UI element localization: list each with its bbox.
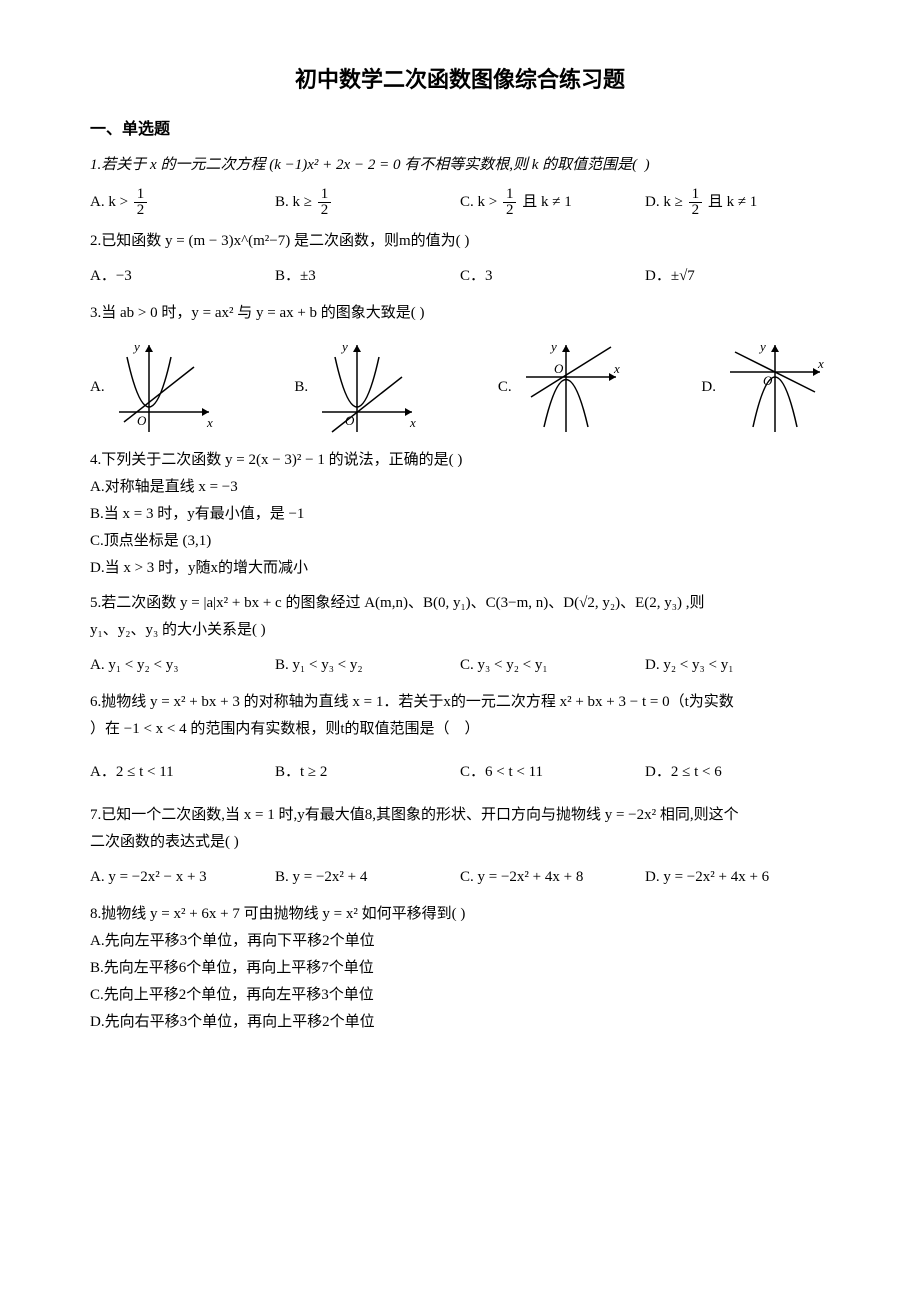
svg-text:O: O [763, 373, 773, 388]
graph-a-icon: x y O [109, 337, 219, 437]
question-7: 7.已知一个二次函数,当 x = 1 时,y有最大值8,其图象的形状、开口方向与… [90, 802, 830, 893]
q3-opt-a: A. x y O [90, 337, 219, 437]
q5-opt-c: C. y₃ < y₂ < y₁ [460, 652, 645, 679]
svg-text:x: x [613, 361, 620, 376]
q8-stem: 8.抛物线 y = x² + 6x + 7 可由抛物线 y = x² 如何平移得… [90, 901, 830, 928]
q3-opt-c: C. x y O [498, 337, 626, 437]
question-5: 5.若二次函数 y = |a|x² + bx + c 的图象经过 A(m,n)、… [90, 590, 830, 681]
q7-opt-b: B. y = −2x² + 4 [275, 864, 460, 891]
question-6: 6.抛物线 y = x² + bx + 3 的对称轴为直线 x = 1．若关于x… [90, 689, 830, 788]
svg-text:y: y [758, 339, 766, 354]
graph-b-icon: x y O [312, 337, 422, 437]
q5-stem: 5.若二次函数 y = |a|x² + bx + c 的图象经过 A(m,n)、… [90, 590, 830, 617]
q8-opt-b: B.先向左平移6个单位，再向上平移7个单位 [90, 955, 830, 982]
q8-opt-c: C.先向上平移2个单位，再向左平移3个单位 [90, 982, 830, 1009]
graph-c-icon: x y O [516, 337, 626, 437]
q4-opt-b: B.当 x = 3 时，y有最小值，是 −1 [90, 501, 830, 528]
q4-opt-c: C.顶点坐标是 (3,1) [90, 528, 830, 555]
section-header: 一、单选题 [90, 116, 830, 145]
q6-stem2: ）在 −1 < x < 4 的范围内有实数根，则t的取值范围是（ ） [90, 716, 830, 743]
svg-text:x: x [817, 356, 824, 371]
q1-stem: 1.若关于 x 的一元二次方程 (k −1)x² + 2x − 2 = 0 有不… [90, 152, 830, 179]
q1-opt-c: C. k > 12 且 k ≠ 1 [460, 187, 645, 218]
q7-options: A. y = −2x² − x + 3 B. y = −2x² + 4 C. y… [90, 862, 830, 893]
q2-opt-b: B．±3 [275, 263, 460, 290]
q4-stem: 4.下列关于二次函数 y = 2(x − 3)² − 1 的说法，正确的是( ) [90, 447, 830, 474]
q2-opt-a: A．−3 [90, 263, 275, 290]
svg-text:O: O [554, 361, 564, 376]
q2-options: A．−3 B．±3 C．3 D．±√7 [90, 261, 830, 292]
q6-opt-d: D．2 ≤ t < 6 [645, 759, 830, 786]
graph-d-icon: x y O [720, 337, 830, 437]
q7-opt-c: C. y = −2x² + 4x + 8 [460, 864, 645, 891]
q2-opt-d: D．±√7 [645, 263, 830, 290]
question-8: 8.抛物线 y = x² + 6x + 7 可由抛物线 y = x² 如何平移得… [90, 901, 830, 1036]
svg-text:y: y [549, 339, 557, 354]
q7-opt-d: D. y = −2x² + 4x + 6 [645, 864, 830, 891]
q5-opt-b: B. y₁ < y₃ < y₂ [275, 652, 460, 679]
q4-opt-a: A.对称轴是直线 x = −3 [90, 474, 830, 501]
question-2: 2.已知函数 y = (m − 3)x^(m²−7) 是二次函数，则m的值为( … [90, 228, 830, 292]
q4-opt-d: D.当 x > 3 时，y随x的增大而减小 [90, 555, 830, 582]
q5-stem2: y₁、y₂、y₃ 的大小关系是( ) [90, 617, 830, 644]
q1-options: A. k > 12 B. k ≥ 12 C. k > 12 且 k ≠ 1 D.… [90, 185, 830, 220]
q8-opt-a: A.先向左平移3个单位，再向下平移2个单位 [90, 928, 830, 955]
q7-stem2: 二次函数的表达式是( ) [90, 829, 830, 856]
q1-opt-d: D. k ≥ 12 且 k ≠ 1 [645, 187, 830, 218]
q2-opt-c: C．3 [460, 263, 645, 290]
q3-opt-b: B. x y O [294, 337, 422, 437]
q1-opt-a: A. k > 12 [90, 187, 275, 218]
q6-opt-c: C．6 < t < 11 [460, 759, 645, 786]
q3-stem: 3.当 ab > 0 时，y = ax² 与 y = ax + b 的图象大致是… [90, 300, 830, 327]
page-title: 初中数学二次函数图像综合练习题 [90, 60, 830, 100]
svg-text:y: y [132, 339, 140, 354]
question-1: 1.若关于 x 的一元二次方程 (k −1)x² + 2x − 2 = 0 有不… [90, 152, 830, 220]
q5-options: A. y₁ < y₂ < y₃ B. y₁ < y₃ < y₂ C. y₃ < … [90, 650, 830, 681]
svg-text:O: O [137, 413, 147, 428]
q2-stem: 2.已知函数 y = (m − 3)x^(m²−7) 是二次函数，则m的值为( … [90, 228, 830, 255]
q6-options: A．2 ≤ t < 11 B．t ≥ 2 C．6 < t < 11 D．2 ≤ … [90, 757, 830, 788]
question-3: 3.当 ab > 0 时，y = ax² 与 y = ax + b 的图象大致是… [90, 300, 830, 437]
svg-text:x: x [206, 415, 213, 430]
q6-opt-b: B．t ≥ 2 [275, 759, 460, 786]
q5-opt-a: A. y₁ < y₂ < y₃ [90, 652, 275, 679]
q3-graphs: A. x y O B. x y O [90, 337, 830, 437]
q7-opt-a: A. y = −2x² − x + 3 [90, 864, 275, 891]
q7-stem: 7.已知一个二次函数,当 x = 1 时,y有最大值8,其图象的形状、开口方向与… [90, 802, 830, 829]
svg-text:x: x [409, 415, 416, 430]
q3-opt-d: D. x y O [701, 337, 830, 437]
q8-opt-d: D.先向右平移3个单位，再向上平移2个单位 [90, 1009, 830, 1036]
question-4: 4.下列关于二次函数 y = 2(x − 3)² − 1 的说法，正确的是( )… [90, 447, 830, 582]
svg-text:y: y [340, 339, 348, 354]
q1-opt-b: B. k ≥ 12 [275, 187, 460, 218]
q6-stem: 6.抛物线 y = x² + bx + 3 的对称轴为直线 x = 1．若关于x… [90, 689, 830, 716]
q6-opt-a: A．2 ≤ t < 11 [90, 759, 275, 786]
q5-opt-d: D. y₂ < y₃ < y₁ [645, 652, 830, 679]
